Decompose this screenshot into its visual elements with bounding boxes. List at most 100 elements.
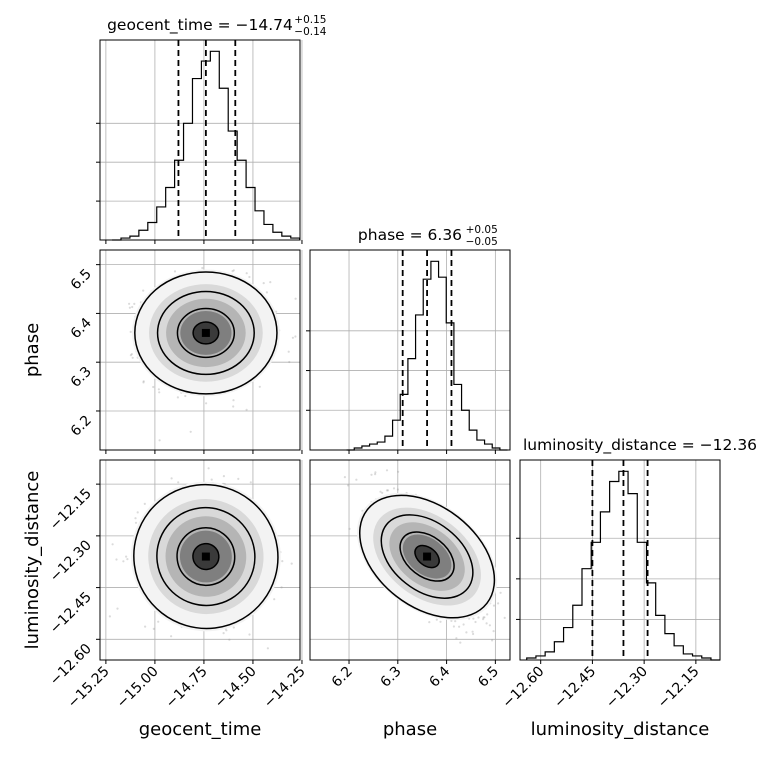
scatter-point <box>459 641 462 644</box>
x-axis-label-phase: phase <box>383 719 437 740</box>
panel-frame <box>99 39 301 241</box>
scatter-point <box>477 616 480 619</box>
scatter-point <box>503 616 506 620</box>
y-tick-label: 6.4 <box>68 315 95 342</box>
panel-geocent_time-hist: geocent_time = −14.74 +0.15−0.14 <box>96 14 327 244</box>
scatter-point <box>122 560 125 563</box>
scatter-point <box>173 270 177 273</box>
scatter-point <box>222 475 225 478</box>
x-tick-label: 6.5 <box>475 664 502 691</box>
scatter-point <box>439 620 442 623</box>
scatter-point <box>385 489 389 492</box>
scatter-point <box>144 625 147 628</box>
scatter-point <box>176 396 179 399</box>
scatter-point <box>170 477 173 480</box>
y-tick-label: −12.30 <box>47 537 95 585</box>
contour-line <box>192 321 220 345</box>
scatter-point <box>143 502 146 505</box>
scatter-point <box>428 621 431 624</box>
scatter-point <box>370 473 373 476</box>
scatter-point <box>131 356 134 359</box>
scatter-point <box>287 350 290 353</box>
scatter-point <box>347 484 350 487</box>
scatter-point <box>177 481 180 484</box>
scatter-point <box>486 613 489 616</box>
scatter-point <box>343 476 346 479</box>
scatter-point <box>128 302 131 305</box>
scatter-point <box>210 478 213 481</box>
scatter-point <box>258 385 261 388</box>
panel-title: phase = 6.36 +0.05−0.05 <box>358 224 498 248</box>
x-tick-label: 6.2 <box>329 664 356 691</box>
title-text: phase = 6.36 <box>358 226 462 244</box>
x-tick-label: −14.25 <box>261 664 309 712</box>
panel-frame <box>99 249 301 451</box>
scatter-point <box>152 627 155 631</box>
scatter-point <box>245 408 248 411</box>
panel-frame <box>519 459 721 661</box>
panel-geocent_time-vs-phase: 6.2 6.3 6.4 6.5 <box>68 249 303 454</box>
scatter-point <box>125 555 128 558</box>
scatter-point <box>184 394 187 398</box>
scatter-point <box>455 637 458 640</box>
scatter-point <box>134 517 137 520</box>
scatter-point <box>237 477 240 480</box>
x-tick-label: −12.30 <box>603 664 651 712</box>
scatter-point <box>497 602 500 605</box>
scatter-point <box>435 618 438 621</box>
x-tick-label: 6.3 <box>378 664 405 691</box>
scatter-point <box>471 630 474 633</box>
scatter-point <box>126 558 129 561</box>
title-plus: +0.05 <box>466 224 498 236</box>
panel-phase-hist: phase = 6.36 +0.05−0.05 <box>306 224 511 454</box>
scatter-point <box>294 335 297 338</box>
contour-line <box>358 494 496 619</box>
scatter-point <box>248 633 251 636</box>
x-tick-label: −14.75 <box>163 664 211 712</box>
x-axis-label-geocent_time: geocent_time <box>139 719 262 740</box>
scatter-point <box>472 632 475 636</box>
scatter-point <box>201 266 204 270</box>
scatter-point <box>474 620 477 624</box>
scatter-point <box>232 269 235 272</box>
scatter-point <box>248 275 251 279</box>
scatter-point <box>133 302 136 305</box>
scatter-point <box>130 353 133 356</box>
title-minus: −0.14 <box>294 26 326 38</box>
scatter-point <box>392 487 396 490</box>
y-tick-label: 6.3 <box>68 364 95 391</box>
panel-frame <box>99 459 301 661</box>
scatter-point <box>465 631 468 634</box>
panel-luminosity_distance-hist: luminosity_distance = −12.36+0.08−0.09 −1… <box>500 436 757 712</box>
scatter-point <box>386 489 390 492</box>
scatter-point <box>485 622 488 625</box>
contour-line <box>156 506 256 607</box>
scatter-point <box>262 282 265 285</box>
density-peak <box>201 328 210 337</box>
contour-line <box>156 290 255 376</box>
x-tick-label: 6.4 <box>426 663 453 690</box>
scatter-point <box>129 354 132 357</box>
panel-background <box>310 250 510 450</box>
x-axis-label-luminosity_distance: luminosity_distance <box>531 719 710 740</box>
histogram-step <box>112 50 301 241</box>
histogram-step <box>526 470 721 661</box>
x-tick-label: −12.45 <box>551 664 599 712</box>
scatter-point <box>281 560 284 563</box>
scatter-point <box>222 632 225 635</box>
scatter-point <box>491 639 494 642</box>
panel-frame <box>309 459 511 661</box>
x-tick-label: −12.15 <box>655 664 703 712</box>
scatter-point <box>269 281 272 284</box>
panel-geocent_time-vs-luminosity_distance: −15.25 −15.00 −14.75 −14.50 −14.25−12.60−12.… <box>47 459 309 712</box>
scatter-point <box>205 402 208 405</box>
scatter-point <box>232 626 235 629</box>
scatter-point <box>129 330 132 333</box>
x-tick-label: −15.00 <box>114 664 162 712</box>
panel-phase-vs-luminosity_distance: 6.2 6.3 6.4 6.5 <box>309 459 511 691</box>
scatter-point <box>158 391 161 394</box>
scatter-point <box>152 385 155 389</box>
scatter-point <box>280 586 283 589</box>
